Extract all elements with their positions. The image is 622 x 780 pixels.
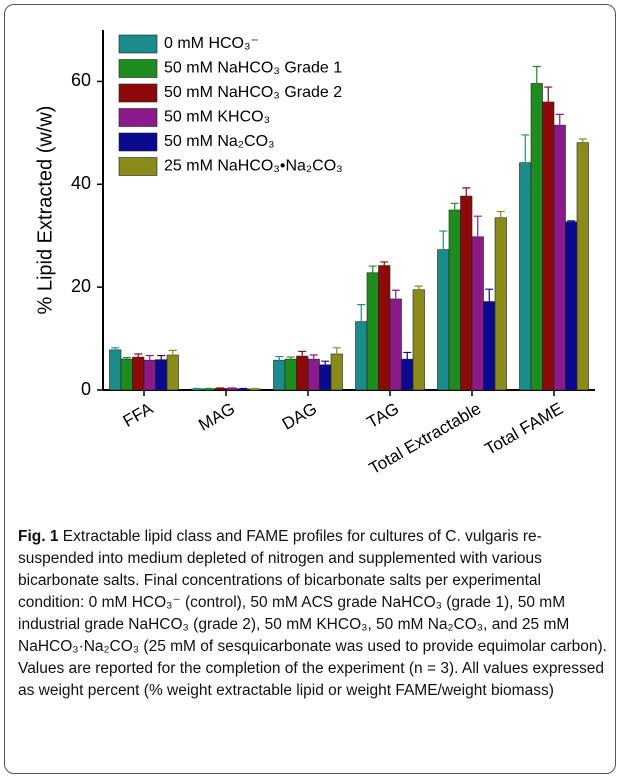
error-bar: [250, 387, 259, 391]
error-bar: [227, 387, 236, 390]
bar: [494, 217, 507, 391]
error-bar: [439, 230, 448, 269]
error-bar: [145, 354, 154, 366]
legend-swatch: [118, 59, 158, 78]
x-tick-label: MAG: [195, 399, 238, 435]
error-bar: [391, 289, 400, 309]
bar: [132, 356, 145, 391]
bar: [542, 101, 555, 391]
error-bar: [216, 387, 225, 390]
legend-swatch: [118, 34, 158, 54]
y-axis-title: % Lipid Extracted (w/w): [34, 106, 56, 315]
error-bar: [157, 354, 166, 365]
legend-label: 50 mM KHCO₃: [164, 109, 270, 126]
error-bar: [239, 387, 248, 391]
chart: % Lipid Extracted (w/w) 0 20 40 60 FFA MAG DAG…: [34, 30, 595, 478]
error-bar: [532, 65, 541, 102]
error-bar: [298, 350, 307, 362]
bar: [530, 83, 543, 391]
legend-label: 25 mM NaHCO₃•Na₂CO₃: [164, 158, 343, 175]
error-bar: [555, 113, 564, 137]
bar: [519, 162, 532, 391]
error-bar: [521, 134, 530, 192]
error-bar: [122, 357, 131, 362]
legend-swatch: [118, 157, 158, 176]
y-tick-label: 0: [81, 379, 91, 399]
bar: [448, 209, 461, 391]
error-bar: [567, 220, 576, 224]
x-tick-label: DAG: [279, 399, 320, 434]
bar: [565, 221, 578, 391]
x-tick-label: FFA: [120, 399, 157, 431]
error-bar: [462, 187, 471, 205]
legend-swatch: [118, 83, 158, 103]
error-bar: [544, 86, 553, 118]
bar: [460, 195, 473, 391]
figure-frame: [4, 4, 616, 774]
bar: [109, 349, 122, 391]
error-bar: [321, 360, 330, 369]
caption-label: Fig. 1: [18, 528, 59, 545]
error-bar: [578, 138, 587, 147]
error-bar: [357, 304, 366, 340]
error-bar: [134, 353, 143, 361]
error-bar: [111, 347, 120, 353]
y-tick-label: 60: [71, 70, 91, 90]
error-bar: [380, 261, 389, 270]
y-tick-label: 20: [71, 276, 91, 296]
legend-label: 50 mM NaHCO₃ Grade 1: [164, 60, 342, 77]
bar: [412, 289, 425, 391]
error-bar: [450, 202, 459, 218]
bar: [366, 272, 379, 391]
x-tick-label: Total FAME: [481, 399, 566, 459]
error-bar: [496, 210, 505, 225]
legend-swatch: [118, 108, 158, 127]
bar: [273, 359, 286, 391]
caption: Fig. 1 Extractable lipid class and FAME …: [18, 526, 608, 702]
error-bar: [275, 355, 284, 365]
legend-swatch: [118, 132, 158, 152]
error-bar: [193, 387, 202, 391]
bar: [471, 236, 484, 391]
bar: [483, 301, 496, 391]
bar: [553, 124, 566, 391]
error-bar: [168, 349, 177, 361]
error-bar: [286, 356, 295, 362]
error-bar: [204, 387, 213, 391]
bar: [389, 298, 402, 391]
legend-label: 50 mM Na₂CO₃: [164, 133, 275, 150]
error-bar: [368, 265, 377, 281]
bar: [166, 354, 179, 391]
bar: [284, 358, 297, 391]
error-bar: [403, 351, 412, 367]
y-tick-label: 40: [71, 173, 91, 193]
error-bar: [332, 347, 341, 361]
bar: [576, 142, 589, 391]
legend-label: 50 mM NaHCO₃ Grade 2: [164, 84, 342, 101]
x-tick-label: TAG: [364, 399, 403, 432]
error-bar: [473, 215, 482, 258]
bar: [437, 249, 450, 391]
error-bar: [309, 354, 318, 364]
error-bar: [485, 288, 494, 315]
caption-text: Extractable lipid class and FAME profile…: [18, 528, 607, 699]
error-bar: [414, 285, 423, 294]
bar: [120, 358, 133, 391]
bar: [378, 265, 391, 391]
legend-label: 0 mM HCO₃⁻: [164, 35, 259, 52]
